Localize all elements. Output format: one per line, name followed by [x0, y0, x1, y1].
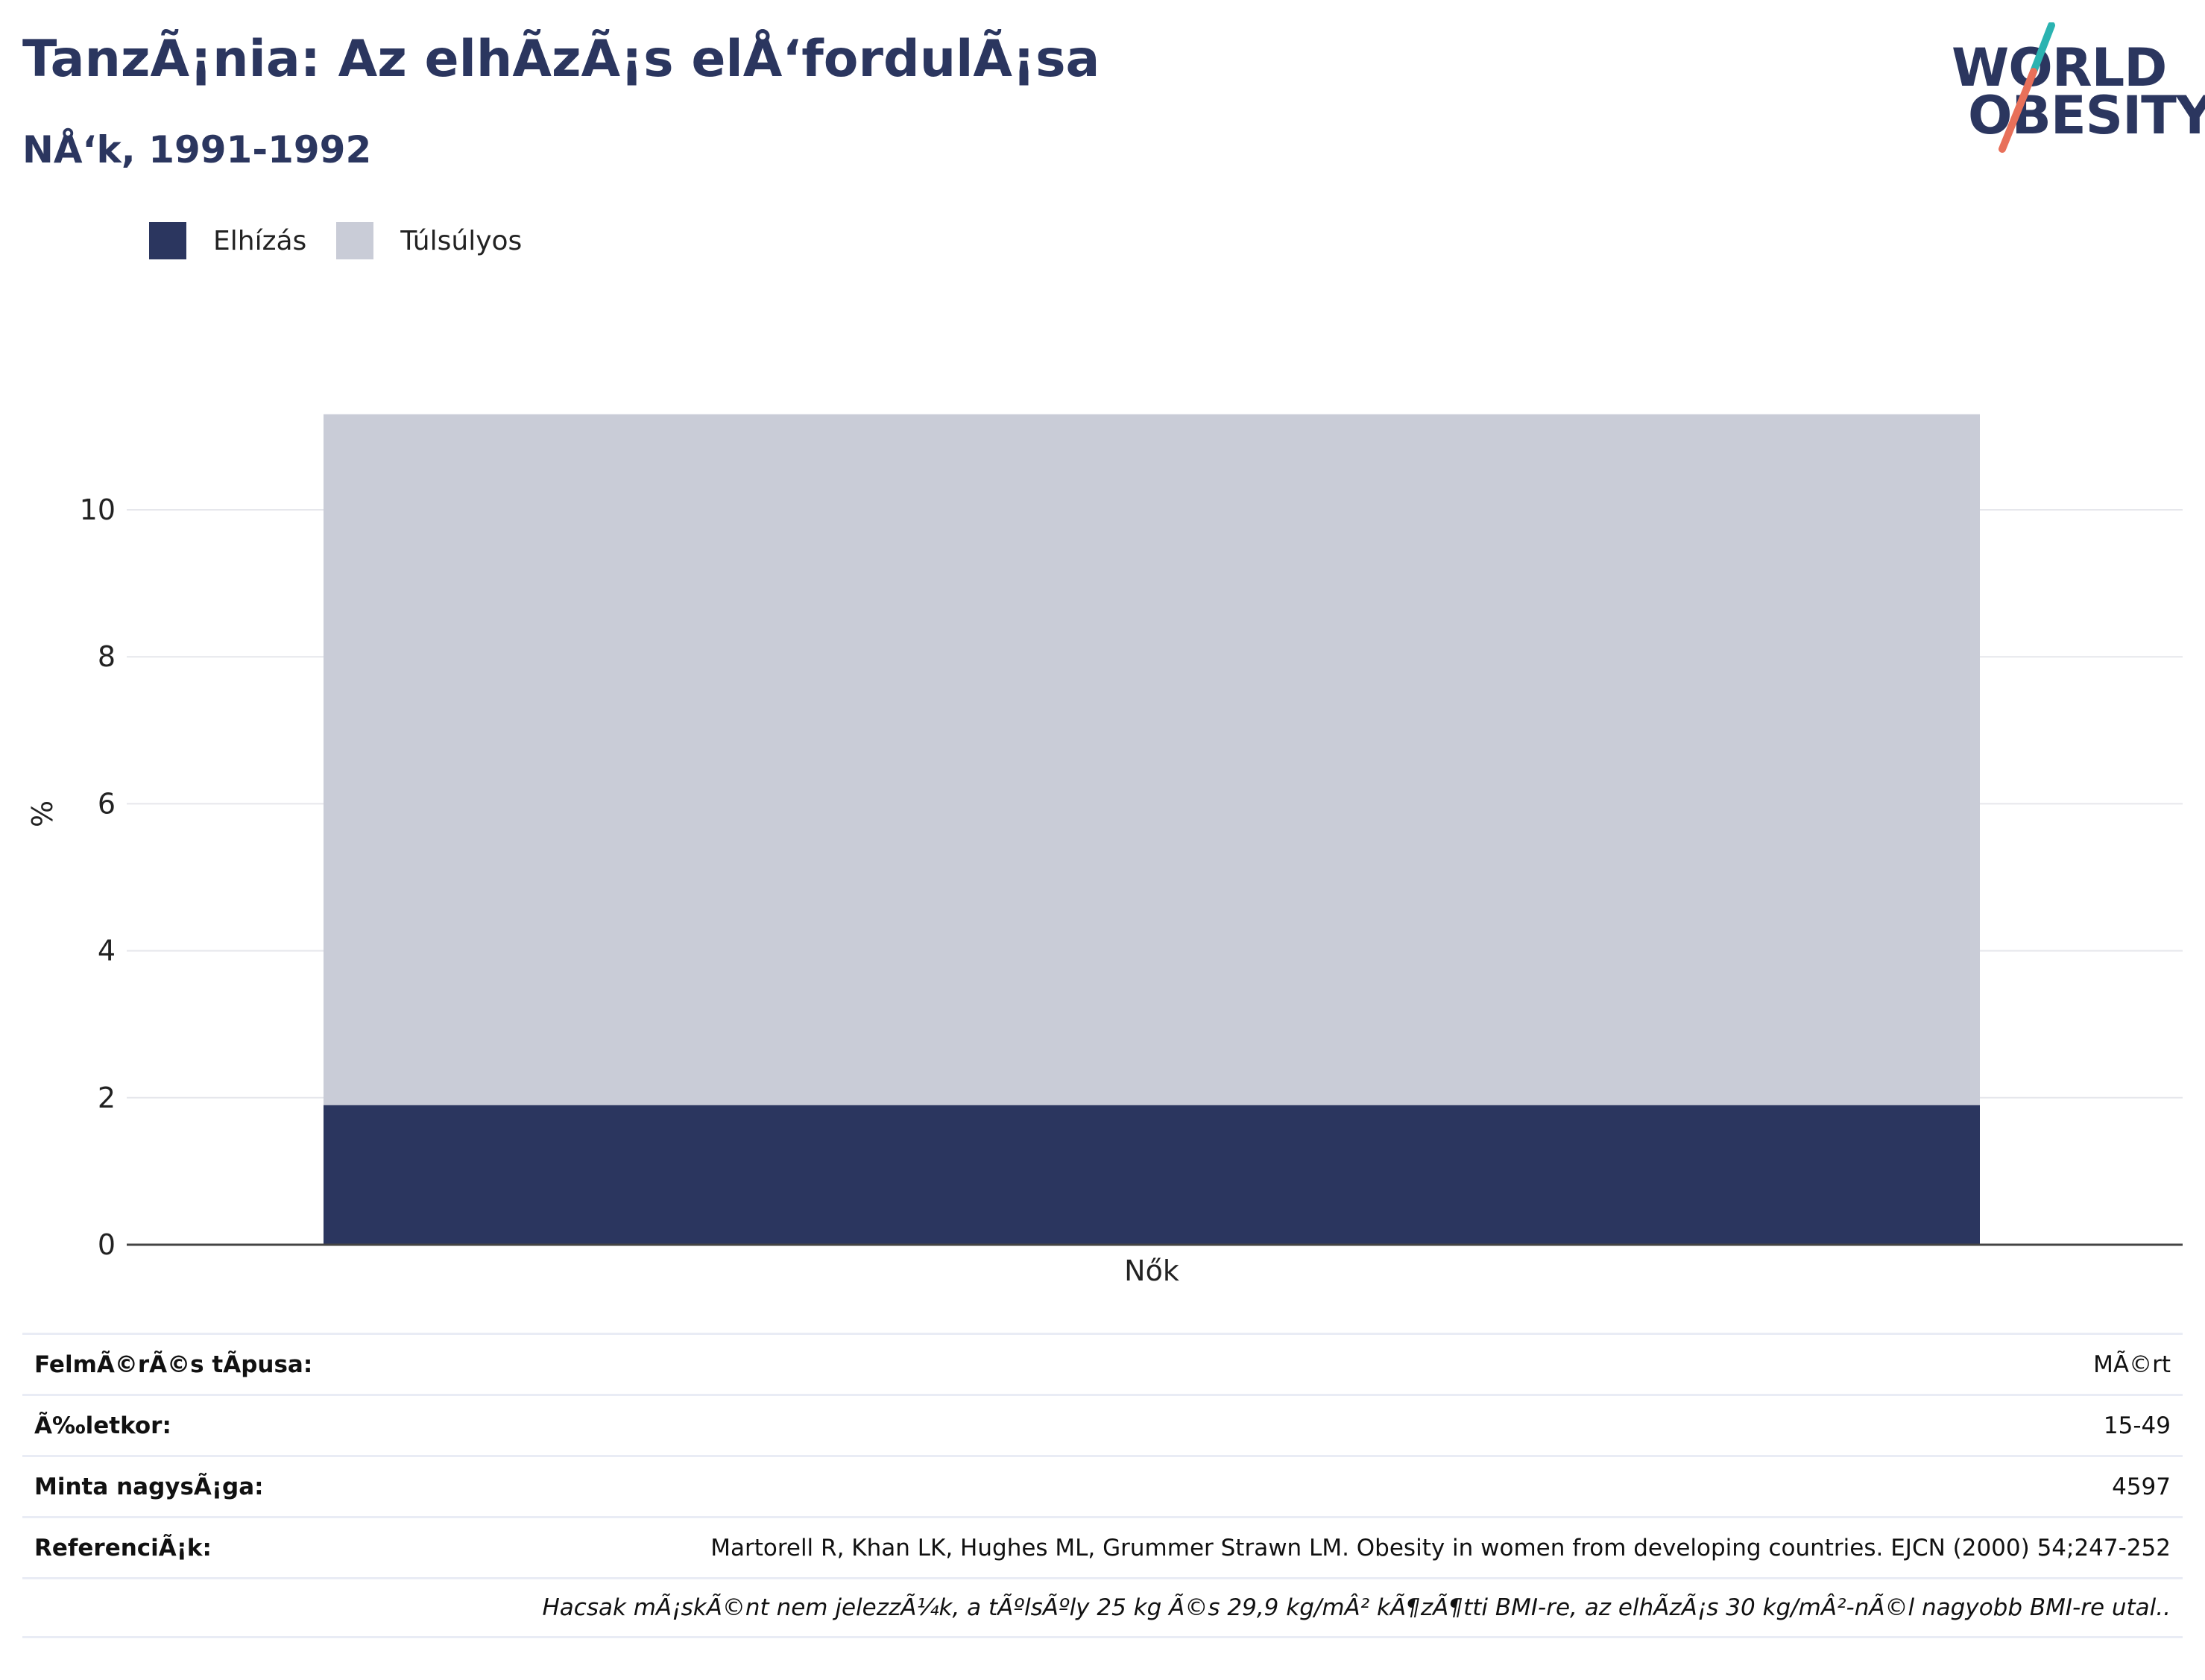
- logo-slash-icon: [1999, 22, 2055, 153]
- info-row-survey-type: FelmÃ©rÃ©s tÃpusa: MÃ©rt: [22, 1333, 2183, 1394]
- info-table: FelmÃ©rÃ©s tÃpusa: MÃ©rt Ã‰letkor: 15-49…: [22, 1333, 2183, 1638]
- world-obesity-logo: WORLD OBESITY: [1938, 22, 2205, 157]
- bar-tulsulyos: [324, 414, 1980, 1105]
- info-row-note: Hacsak mÃ¡skÃ©nt nem jelezzÃ¼k, a tÃºlsÃ…: [22, 1577, 2183, 1638]
- y-tick-label: 2: [98, 1081, 116, 1114]
- info-key-age: Ã‰letkor:: [34, 1412, 171, 1439]
- y-tick-label: 6: [98, 787, 116, 820]
- info-key-references: ReferenciÃ¡k:: [34, 1534, 212, 1561]
- legend-item-obesity[interactable]: Elhízás: [149, 222, 306, 259]
- legend-label-obesity: Elhízás: [213, 225, 307, 256]
- y-tick-label: 8: [98, 640, 116, 673]
- info-row-age: Ã‰letkor: 15-49: [22, 1394, 2183, 1455]
- info-row-references: ReferenciÃ¡k: Martorell R, Khan LK, Hugh…: [22, 1516, 2183, 1577]
- info-key-survey-type: FelmÃ©rÃ©s tÃpusa:: [34, 1351, 313, 1378]
- info-note: Hacsak mÃ¡skÃ©nt nem jelezzÃ¼k, a tÃºlsÃ…: [542, 1594, 2171, 1621]
- legend-swatch-overweight: [336, 222, 374, 259]
- chart-title: TanzÃ¡nia: Az elhÃzÃ¡s elÅ‘fordulÃ¡sa: [22, 30, 1100, 89]
- legend-label-overweight: Túlsúlyos: [400, 225, 523, 256]
- chart-subtitle: NÅ‘k, 1991-1992: [22, 128, 372, 171]
- y-tick-label: 0: [98, 1228, 116, 1261]
- info-key-sample-size: Minta nagysÃ¡ga:: [34, 1473, 264, 1500]
- bar-chart: Nők 0 2 4 6 8 10%: [26, 414, 2183, 1287]
- info-value-age: 15-49: [2103, 1412, 2171, 1439]
- y-tick-label: 4: [98, 935, 116, 967]
- bar-elhizas: [324, 1105, 1980, 1245]
- x-tick-label: Nők: [1124, 1254, 1179, 1287]
- chart-legend: Elhízás Túlsúlyos: [149, 221, 552, 261]
- legend-item-overweight[interactable]: Túlsúlyos: [336, 222, 522, 259]
- legend-swatch-obesity: [149, 222, 186, 259]
- info-row-sample-size: Minta nagysÃ¡ga: 4597: [22, 1455, 2183, 1516]
- info-value-survey-type: MÃ©rt: [2093, 1351, 2171, 1378]
- info-value-references: Martorell R, Khan LK, Hughes ML, Grummer…: [710, 1534, 2171, 1561]
- logo-line1: WORLD: [1952, 37, 2167, 98]
- y-axis-title: %: [26, 800, 59, 827]
- info-value-sample-size: 4597: [2112, 1473, 2171, 1500]
- y-tick-label: 10: [80, 493, 116, 526]
